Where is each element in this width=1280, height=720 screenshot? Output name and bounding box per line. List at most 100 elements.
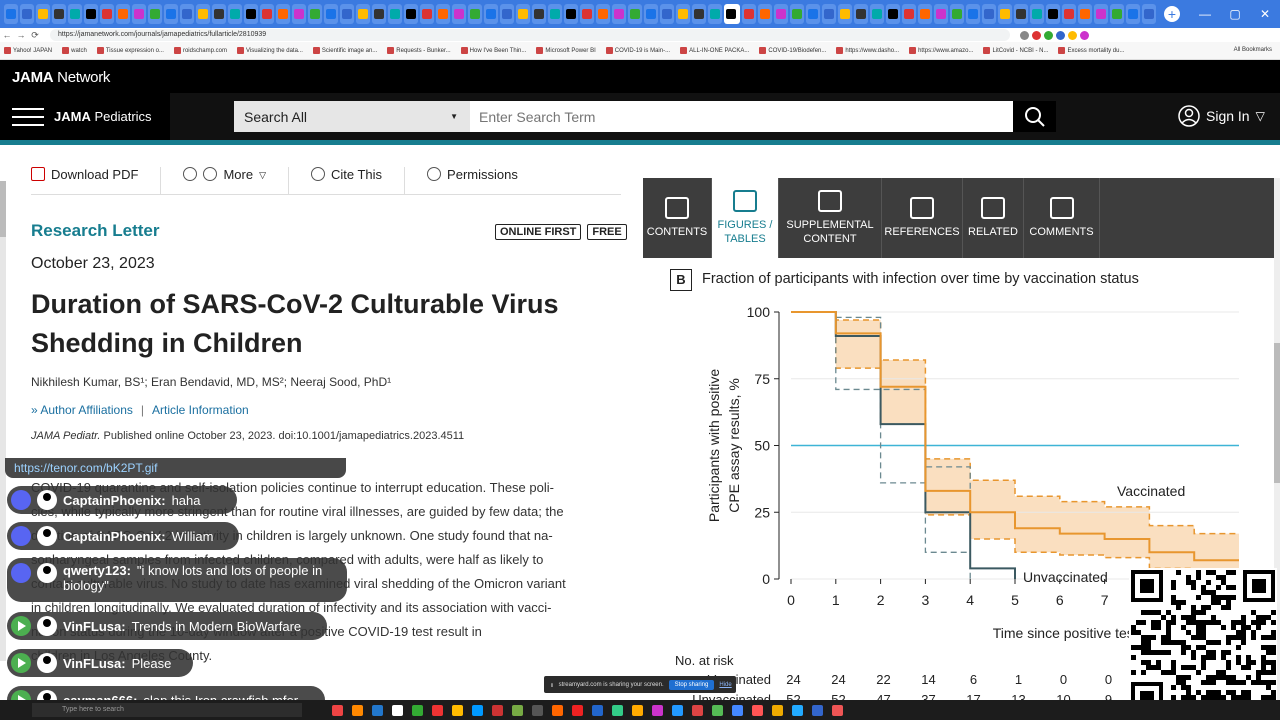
browser-tab[interactable]: [36, 4, 50, 24]
taskbar-app-icon[interactable]: [732, 704, 743, 716]
cite-button[interactable]: Cite This: [310, 167, 406, 194]
bookmark-item[interactable]: LitCovid - NCBI - N...: [983, 47, 1048, 54]
browser-tab[interactable]: [758, 4, 772, 24]
browser-tab[interactable]: [324, 4, 338, 24]
bookmark-item[interactable]: https://www.dasho...: [836, 47, 899, 54]
browser-tab[interactable]: [404, 4, 418, 24]
tab-comments[interactable]: COMMENTS: [1024, 178, 1100, 258]
back-icon[interactable]: ←: [2, 30, 12, 40]
browser-tab[interactable]: [484, 4, 498, 24]
taskbar-app-icon[interactable]: [592, 704, 603, 716]
browser-tab[interactable]: [164, 4, 178, 24]
extension-icon[interactable]: [1020, 30, 1029, 40]
taskbar-search[interactable]: Type here to search: [32, 703, 302, 717]
taskbar-app-icon[interactable]: [532, 704, 543, 716]
browser-tab[interactable]: [4, 4, 18, 24]
more-button[interactable]: More ▽: [183, 167, 289, 194]
browser-tab[interactable]: [516, 4, 530, 24]
article-information-link[interactable]: Article Information: [152, 403, 249, 417]
browser-tab[interactable]: [436, 4, 450, 24]
browser-tab[interactable]: [452, 4, 466, 24]
browser-tab[interactable]: [870, 4, 884, 24]
taskbar-app-icon[interactable]: [832, 704, 843, 716]
panel-scrollbar[interactable]: [1274, 178, 1280, 700]
browser-tab[interactable]: [68, 4, 82, 24]
taskbar-app-icon[interactable]: [692, 704, 703, 716]
browser-tab[interactable]: [790, 4, 804, 24]
extension-icon[interactable]: [1068, 30, 1077, 40]
browser-tab[interactable]: [20, 4, 34, 24]
browser-tab[interactable]: [950, 4, 964, 24]
chat-gif-link[interactable]: https://tenor.com/bK2PT.gif: [5, 458, 346, 478]
browser-tab[interactable]: [724, 4, 740, 24]
tab-references[interactable]: REFERENCES: [882, 178, 963, 258]
taskbar-app-icon[interactable]: [712, 704, 723, 716]
author-affiliations-link[interactable]: » Author Affiliations: [31, 403, 133, 417]
taskbar-app-icon[interactable]: [552, 704, 563, 716]
browser-tab[interactable]: [822, 4, 836, 24]
browser-tab[interactable]: [100, 4, 114, 24]
browser-tab[interactable]: [292, 4, 306, 24]
bookmark-item[interactable]: Excess mortality du...: [1058, 47, 1125, 54]
browser-tab[interactable]: [1110, 4, 1124, 24]
browser-tab[interactable]: [1014, 4, 1028, 24]
browser-tab[interactable]: [420, 4, 434, 24]
tab-contents[interactable]: CONTENTS: [643, 178, 712, 258]
taskbar-app-icon[interactable]: [792, 704, 803, 716]
taskbar-app-icon[interactable]: [492, 704, 503, 716]
browser-tab[interactable]: [692, 4, 706, 24]
browser-tab[interactable]: [148, 4, 162, 24]
bookmark-item[interactable]: COVID-19/Biodefen...: [759, 47, 826, 54]
browser-tab[interactable]: [838, 4, 852, 24]
taskbar-app-icon[interactable]: [632, 704, 643, 716]
browser-tab[interactable]: [854, 4, 868, 24]
browser-tab[interactable]: [564, 4, 578, 24]
search-button[interactable]: [1013, 101, 1056, 132]
minimize-icon[interactable]: —: [1199, 7, 1211, 21]
browser-tab[interactable]: [660, 4, 674, 24]
browser-tab[interactable]: [612, 4, 626, 24]
journal-title[interactable]: JAMA Pediatrics: [54, 109, 152, 124]
tab-figures-tables[interactable]: FIGURES / TABLES: [712, 178, 779, 258]
browser-tab[interactable]: [180, 4, 194, 24]
browser-tab[interactable]: [806, 4, 820, 24]
taskbar-app-icon[interactable]: [652, 704, 663, 716]
search-scope-select[interactable]: Search All ▼: [234, 101, 470, 132]
taskbar-app-icon[interactable]: [572, 704, 583, 716]
taskbar-app-icon[interactable]: [472, 704, 483, 716]
taskbar-app-icon[interactable]: [332, 704, 343, 716]
browser-tab[interactable]: [1094, 4, 1108, 24]
browser-tab[interactable]: [228, 4, 242, 24]
browser-tab[interactable]: [116, 4, 130, 24]
browser-tab[interactable]: [644, 4, 658, 24]
browser-tab[interactable]: [998, 4, 1012, 24]
taskbar-app-icon[interactable]: [752, 704, 763, 716]
browser-tab[interactable]: [132, 4, 146, 24]
download-pdf-button[interactable]: Download PDF: [31, 167, 162, 194]
browser-tab[interactable]: [356, 4, 370, 24]
browser-tab[interactable]: [548, 4, 562, 24]
bookmark-item[interactable]: https://www.amazo...: [909, 47, 973, 54]
menu-icon[interactable]: [12, 102, 44, 132]
bookmark-item[interactable]: How I've Been Thin...: [460, 47, 526, 54]
browser-tab[interactable]: [966, 4, 980, 24]
browser-tab[interactable]: [1046, 4, 1060, 24]
browser-tab[interactable]: [628, 4, 642, 24]
bookmark-item[interactable]: Requests - Bunker...: [387, 47, 451, 54]
browser-tab[interactable]: [742, 4, 756, 24]
browser-tab[interactable]: [1030, 4, 1044, 24]
browser-tab[interactable]: [902, 4, 916, 24]
taskbar-app-icon[interactable]: [612, 704, 623, 716]
close-icon[interactable]: ✕: [1259, 7, 1271, 21]
browser-tab[interactable]: [196, 4, 210, 24]
browser-tab[interactable]: [532, 4, 546, 24]
taskbar-app-icon[interactable]: [352, 704, 363, 716]
permissions-button[interactable]: Permissions: [427, 167, 540, 194]
browser-tab[interactable]: [708, 4, 722, 24]
url-field[interactable]: https://jamanetwork.com/journals/jamaped…: [50, 29, 1010, 41]
browser-tab[interactable]: [308, 4, 322, 24]
bookmark-item[interactable]: COVID-19 is Main-...: [605, 47, 670, 54]
bookmark-item[interactable]: Microsoft Power BI: [536, 47, 596, 54]
taskbar-app-icon[interactable]: [812, 704, 823, 716]
browser-tab[interactable]: [340, 4, 354, 24]
